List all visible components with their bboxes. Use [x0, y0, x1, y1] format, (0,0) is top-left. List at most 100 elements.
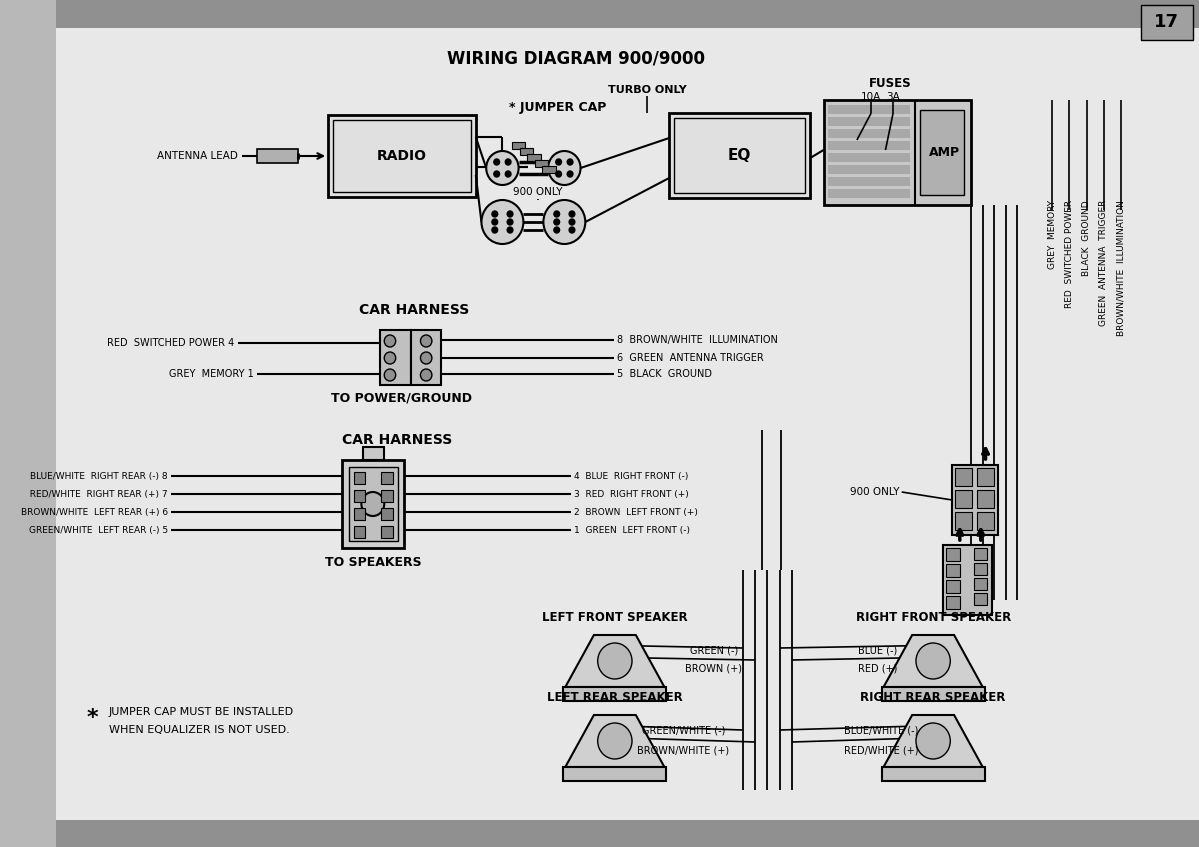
Text: 2  BROWN  LEFT FRONT (+): 2 BROWN LEFT FRONT (+)	[574, 507, 698, 517]
Bar	[829, 129, 910, 138]
Text: FUSES: FUSES	[869, 76, 911, 90]
Bar	[381, 472, 393, 484]
Bar	[977, 490, 994, 508]
Polygon shape	[565, 635, 664, 687]
Circle shape	[384, 352, 396, 364]
Bar	[977, 468, 994, 486]
Circle shape	[570, 227, 574, 233]
Bar	[381, 490, 393, 502]
Bar	[881, 687, 984, 701]
Bar	[380, 330, 411, 385]
Text: GREEN/WHITE (-): GREEN/WHITE (-)	[641, 725, 725, 735]
Text: RADIO: RADIO	[376, 149, 427, 163]
Bar	[257, 149, 297, 163]
Bar	[956, 490, 972, 508]
Bar	[669, 113, 811, 198]
Circle shape	[554, 227, 560, 233]
Bar	[56, 0, 1199, 28]
Circle shape	[492, 227, 498, 233]
Bar	[946, 548, 960, 561]
Circle shape	[507, 211, 513, 217]
Bar	[519, 148, 532, 155]
Bar	[974, 578, 988, 590]
Circle shape	[567, 159, 573, 165]
Bar	[956, 468, 972, 486]
Text: 900 ONLY: 900 ONLY	[513, 187, 562, 197]
Bar	[946, 596, 960, 609]
Bar	[946, 580, 960, 593]
Text: 10A: 10A	[861, 92, 881, 102]
Text: 5  BLACK  GROUND: 5 BLACK GROUND	[616, 369, 712, 379]
Bar	[564, 687, 667, 701]
Bar	[354, 508, 366, 520]
Circle shape	[570, 219, 574, 225]
Bar	[329, 115, 476, 197]
Bar	[920, 110, 964, 195]
Bar	[829, 117, 910, 126]
Circle shape	[567, 171, 573, 177]
Text: BROWN (+): BROWN (+)	[686, 663, 742, 673]
Circle shape	[421, 369, 432, 381]
Circle shape	[556, 159, 561, 165]
Bar	[381, 526, 393, 538]
Text: RIGHT REAR SPEAKER: RIGHT REAR SPEAKER	[861, 690, 1006, 704]
Bar	[1141, 5, 1193, 40]
Text: WHEN EQUALIZER IS NOT USED.: WHEN EQUALIZER IS NOT USED.	[109, 725, 290, 735]
Circle shape	[598, 723, 632, 759]
Bar	[974, 548, 988, 560]
Text: 900 ONLY: 900 ONLY	[850, 487, 899, 497]
Bar	[354, 472, 366, 484]
Text: AMP: AMP	[929, 146, 960, 158]
Circle shape	[570, 211, 574, 217]
Bar	[977, 512, 994, 530]
Text: 3A: 3A	[886, 92, 900, 102]
Text: RED/WHITE  RIGHT REAR (+) 7: RED/WHITE RIGHT REAR (+) 7	[24, 490, 168, 499]
Circle shape	[384, 369, 396, 381]
Bar	[411, 330, 441, 385]
Circle shape	[494, 159, 500, 165]
Bar	[381, 508, 393, 520]
Bar	[881, 767, 984, 781]
Text: BLACK  GROUND: BLACK GROUND	[1081, 200, 1091, 275]
Circle shape	[543, 200, 585, 244]
Bar	[829, 189, 910, 198]
Bar	[535, 160, 548, 167]
Circle shape	[505, 171, 511, 177]
Text: RED  SWITCHED POWER: RED SWITCHED POWER	[1065, 200, 1074, 308]
Text: LEFT REAR SPEAKER: LEFT REAR SPEAKER	[547, 690, 682, 704]
Bar	[349, 467, 398, 541]
Text: GREEN  ANTENNA  TRIGGER: GREEN ANTENNA TRIGGER	[1099, 200, 1108, 326]
Circle shape	[916, 643, 951, 679]
Circle shape	[494, 171, 500, 177]
Circle shape	[505, 159, 511, 165]
Text: 17: 17	[1155, 13, 1179, 31]
Text: EQ: EQ	[728, 147, 752, 163]
Text: CAR HARNESS: CAR HARNESS	[343, 433, 453, 447]
Bar	[942, 545, 993, 615]
Text: GREY  MEMORY 1: GREY MEMORY 1	[169, 369, 254, 379]
Circle shape	[598, 643, 632, 679]
Circle shape	[556, 171, 561, 177]
Text: TURBO ONLY: TURBO ONLY	[608, 85, 687, 95]
Circle shape	[421, 335, 432, 347]
Circle shape	[554, 211, 560, 217]
Bar	[952, 465, 998, 535]
Text: 8  BROWN/WHITE  ILLUMINATION: 8 BROWN/WHITE ILLUMINATION	[616, 335, 778, 345]
Text: * JUMPER CAP: * JUMPER CAP	[510, 101, 607, 113]
Text: WIRING DIAGRAM 900/9000: WIRING DIAGRAM 900/9000	[447, 49, 705, 67]
Circle shape	[482, 200, 524, 244]
Text: BROWN/WHITE (+): BROWN/WHITE (+)	[638, 745, 729, 755]
Bar	[363, 447, 384, 460]
Bar	[343, 460, 404, 548]
Bar	[956, 512, 972, 530]
Bar	[354, 490, 366, 502]
Text: CAR HARNESS: CAR HARNESS	[359, 303, 469, 317]
Text: BROWN/WHITE  ILLUMINATION: BROWN/WHITE ILLUMINATION	[1116, 200, 1126, 336]
Bar	[56, 820, 1199, 847]
Circle shape	[384, 335, 396, 347]
Polygon shape	[565, 715, 664, 767]
Text: BLUE/WHITE (-): BLUE/WHITE (-)	[844, 725, 918, 735]
Bar	[829, 153, 910, 162]
Text: GREEN (-): GREEN (-)	[689, 645, 739, 655]
Text: RED  SWITCHED POWER 4: RED SWITCHED POWER 4	[108, 338, 235, 348]
